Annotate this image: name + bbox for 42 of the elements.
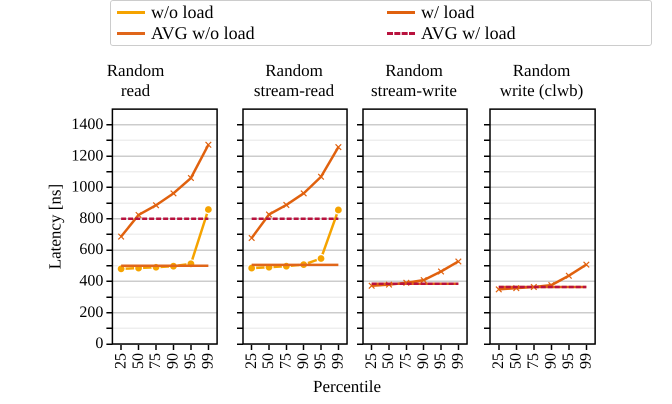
- chart-title: Random stream-write: [371, 61, 457, 100]
- x-tick-label: 75: [147, 353, 164, 369]
- y-tick-label: 0: [95, 335, 104, 352]
- x-axis-title: Percentile: [313, 377, 382, 397]
- x-tick-label: 75: [525, 353, 542, 369]
- y-axis-title: Latency [ns]: [46, 184, 65, 270]
- chart-title: Random write (clwb): [500, 61, 584, 100]
- x-tick-label: 95: [432, 353, 450, 369]
- x-tick-label: 95: [182, 353, 200, 369]
- y-tick-label: 800: [79, 210, 104, 227]
- x-tick-label: 90: [414, 353, 432, 369]
- legend-label: AVG w/ load: [421, 23, 516, 44]
- x-tick-label: 99: [200, 353, 217, 369]
- x-tick-label: 50: [260, 353, 278, 369]
- chart-title: Random stream-read: [254, 61, 335, 100]
- x-tick-label: 75: [398, 353, 415, 369]
- x-tick-label: 25: [242, 353, 260, 369]
- y-tick-label: 200: [79, 304, 104, 321]
- x-tick-label: 99: [450, 353, 467, 369]
- x-tick-label: 25: [490, 353, 507, 369]
- x-tick-label: 99: [578, 353, 595, 369]
- legend-label: w/o load: [151, 2, 214, 23]
- y-tick-label: 1000: [71, 178, 104, 196]
- x-tick-label: 95: [560, 353, 578, 369]
- x-tick-label: 50: [380, 353, 398, 369]
- y-tick-label: 1200: [71, 147, 104, 164]
- legend-label: w/ load: [421, 2, 474, 23]
- legend-label: AVG w/o load: [151, 23, 255, 44]
- x-tick-label: 25: [362, 353, 380, 369]
- chart-title: Random read: [106, 61, 164, 100]
- x-tick-label: 99: [330, 353, 347, 369]
- x-tick-label: 95: [312, 353, 330, 369]
- x-tick-label: 25: [112, 353, 130, 369]
- x-tick-label: 50: [507, 353, 524, 369]
- x-tick-label: 90: [542, 353, 560, 369]
- x-tick-label: 90: [164, 353, 182, 369]
- y-tick-label: 400: [79, 272, 104, 290]
- y-tick-label: 600: [79, 241, 104, 258]
- x-tick-label: 75: [278, 353, 295, 369]
- x-tick-label: 90: [294, 353, 312, 369]
- y-tick-label: 1400: [71, 116, 104, 133]
- x-tick-label: 50: [130, 353, 147, 369]
